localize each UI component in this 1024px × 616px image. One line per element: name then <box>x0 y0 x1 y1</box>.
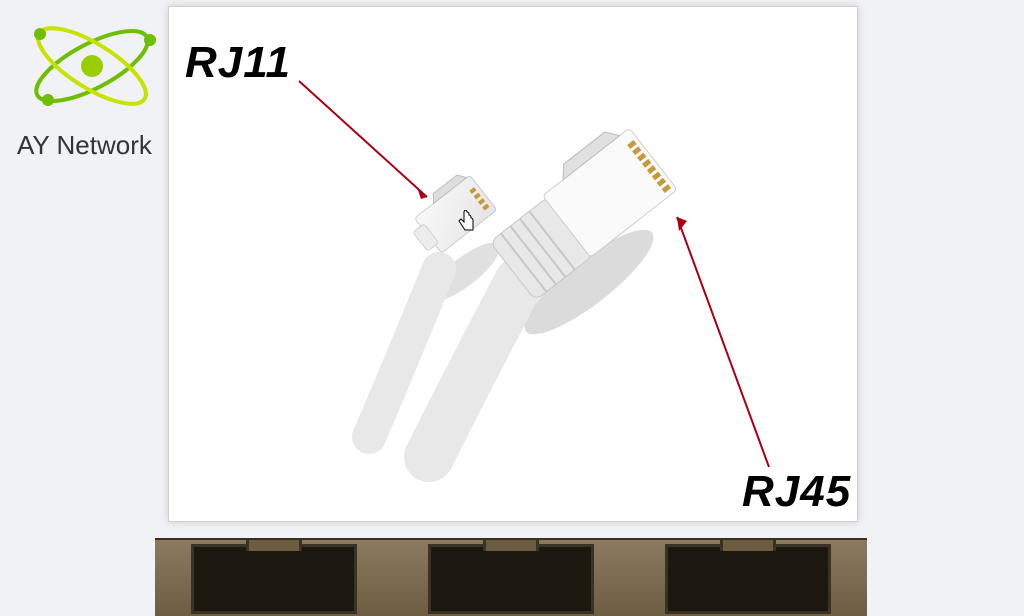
rj45-label: RJ45 <box>742 467 851 517</box>
rj45-leader <box>677 217 769 467</box>
rj45-ports-strip <box>155 538 867 616</box>
ethernet-port <box>665 544 831 614</box>
rj11-leader <box>299 81 427 197</box>
rj11-label: RJ11 <box>185 38 291 88</box>
brand-name: AY Network <box>17 130 152 161</box>
ethernet-port <box>428 544 594 614</box>
page-root: AY Network <box>0 0 1024 616</box>
atom-logo-icon <box>10 8 180 128</box>
ethernet-port <box>191 544 357 614</box>
brand-logo <box>10 8 180 133</box>
